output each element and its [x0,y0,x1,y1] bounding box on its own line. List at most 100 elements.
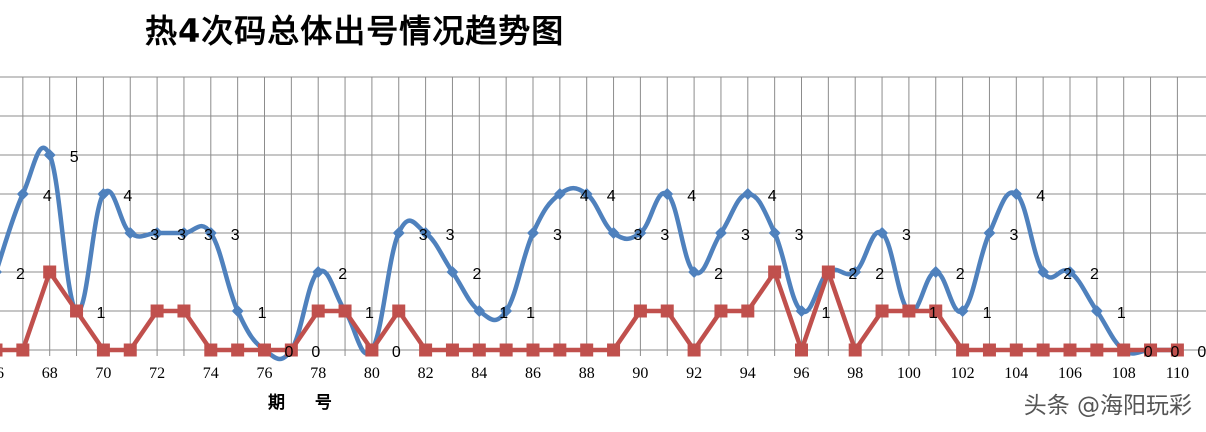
data-point-square [848,343,862,357]
data-point-square [258,343,271,357]
data-point-square [1144,343,1158,357]
data-point-square [472,343,486,357]
x-tick-label: 110 [1166,365,1189,382]
data-label: 0 [311,344,320,361]
data-point-square [607,343,621,357]
data-point-diamond [768,227,781,239]
data-point-square [687,343,701,357]
data-point-square [1036,343,1050,357]
data-point-diamond [741,188,754,200]
data-point-diamond [956,305,969,317]
data-point-square [16,343,30,357]
data-label: 3 [231,227,240,244]
data-label: 4 [687,188,696,205]
data-point-diamond [312,266,325,278]
data-label: 1 [1117,305,1126,322]
x-tick-labels: 66 68 70 72 74 76 78 80 82 84 86 88 90 92 94 96 98 100 102… [0,365,1189,382]
data-point-square [96,343,110,357]
x-tick-label: 94 [740,365,756,382]
data-label: 1 [258,305,267,322]
data-label: 3 [446,227,455,244]
x-tick-label: 86 [525,365,541,382]
data-label: 0 [392,344,401,361]
data-point-square [929,304,943,318]
data-label: 3 [1009,227,1018,244]
watermark-text: 头条 @海阳玩彩 [1023,393,1192,419]
data-label: 4 [768,188,777,205]
data-point-diamond [177,227,190,239]
x-tick-label: 102 [951,365,975,382]
data-point-diamond [688,266,701,278]
data-point-square [768,265,782,279]
data-point-square [553,343,567,357]
x-tick-label: 70 [95,365,111,382]
data-label: 3 [553,227,562,244]
data-label: 2 [875,266,884,283]
data-label: 2 [16,266,25,283]
x-tick-label: 80 [364,365,380,382]
data-point-square [956,343,970,357]
data-point-square [1117,343,1131,357]
data-point-square [123,343,137,357]
data-point-diamond [714,227,727,239]
data-point-diamond [124,227,137,239]
data-label: 0 [1197,344,1206,361]
data-label: 2 [472,266,481,283]
chart-title: 热4次码总体出号情况趋势图 [145,12,565,50]
data-point-diamond [876,227,889,239]
data-point-diamond [500,305,513,317]
data-point-square [204,343,218,357]
data-label: 4 [43,188,52,205]
x-tick-label: 90 [632,365,648,382]
x-tick-label: 92 [686,365,702,382]
x-tick-label: 84 [471,365,487,382]
data-point-diamond [204,227,217,239]
data-point-diamond [1037,266,1050,278]
data-point-square [284,343,298,357]
series-line-1 [0,145,1180,362]
data-label: 3 [150,227,159,244]
data-point-diamond [580,188,593,200]
data-label: 2 [848,266,857,283]
data-point-square [1170,343,1184,357]
x-tick-label: 78 [310,365,326,382]
data-point-square [633,304,647,318]
data-point-square [419,343,433,357]
data-point-diamond [661,188,674,200]
data-point-diamond [634,227,647,239]
data-point-square [821,265,835,279]
data-label: 3 [902,227,911,244]
data-label: 2 [714,266,723,283]
x-tick-label: 74 [203,365,219,382]
data-point-square [499,343,513,357]
data-point-square [0,343,3,357]
x-tick-label: 88 [579,365,595,382]
data-label: 3 [795,227,804,244]
data-label: 3 [419,227,428,244]
data-point-square [150,304,164,318]
data-point-diamond [0,270,2,274]
data-point-diamond [1064,266,1076,278]
data-point-square [70,304,84,318]
data-point-square [392,304,406,318]
data-point-square [445,343,459,357]
x-tick-label: 68 [42,365,58,382]
data-point-diamond [795,305,808,317]
data-label: 1 [499,305,508,322]
data-point-square [177,304,191,318]
data-point-square [338,304,352,318]
data-point-square [795,343,808,357]
data-point-diamond [1010,188,1023,200]
data-label: 1 [929,305,938,322]
data-label: 2 [1063,266,1072,283]
data-point-square [526,343,540,357]
data-label: 4 [607,188,616,205]
x-tick-label: 72 [149,365,165,382]
data-point-diamond [43,149,56,161]
data-point-square [1090,343,1104,357]
x-tick-label: 76 [257,365,273,382]
data-point-square [741,304,755,318]
data-point-diamond [16,188,29,200]
data-point-diamond [419,227,432,239]
data-point-diamond [607,227,620,239]
